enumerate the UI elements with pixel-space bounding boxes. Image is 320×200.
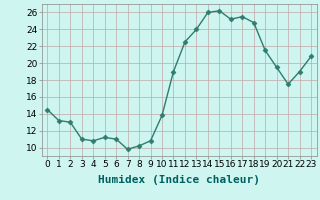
X-axis label: Humidex (Indice chaleur): Humidex (Indice chaleur)	[98, 175, 260, 185]
